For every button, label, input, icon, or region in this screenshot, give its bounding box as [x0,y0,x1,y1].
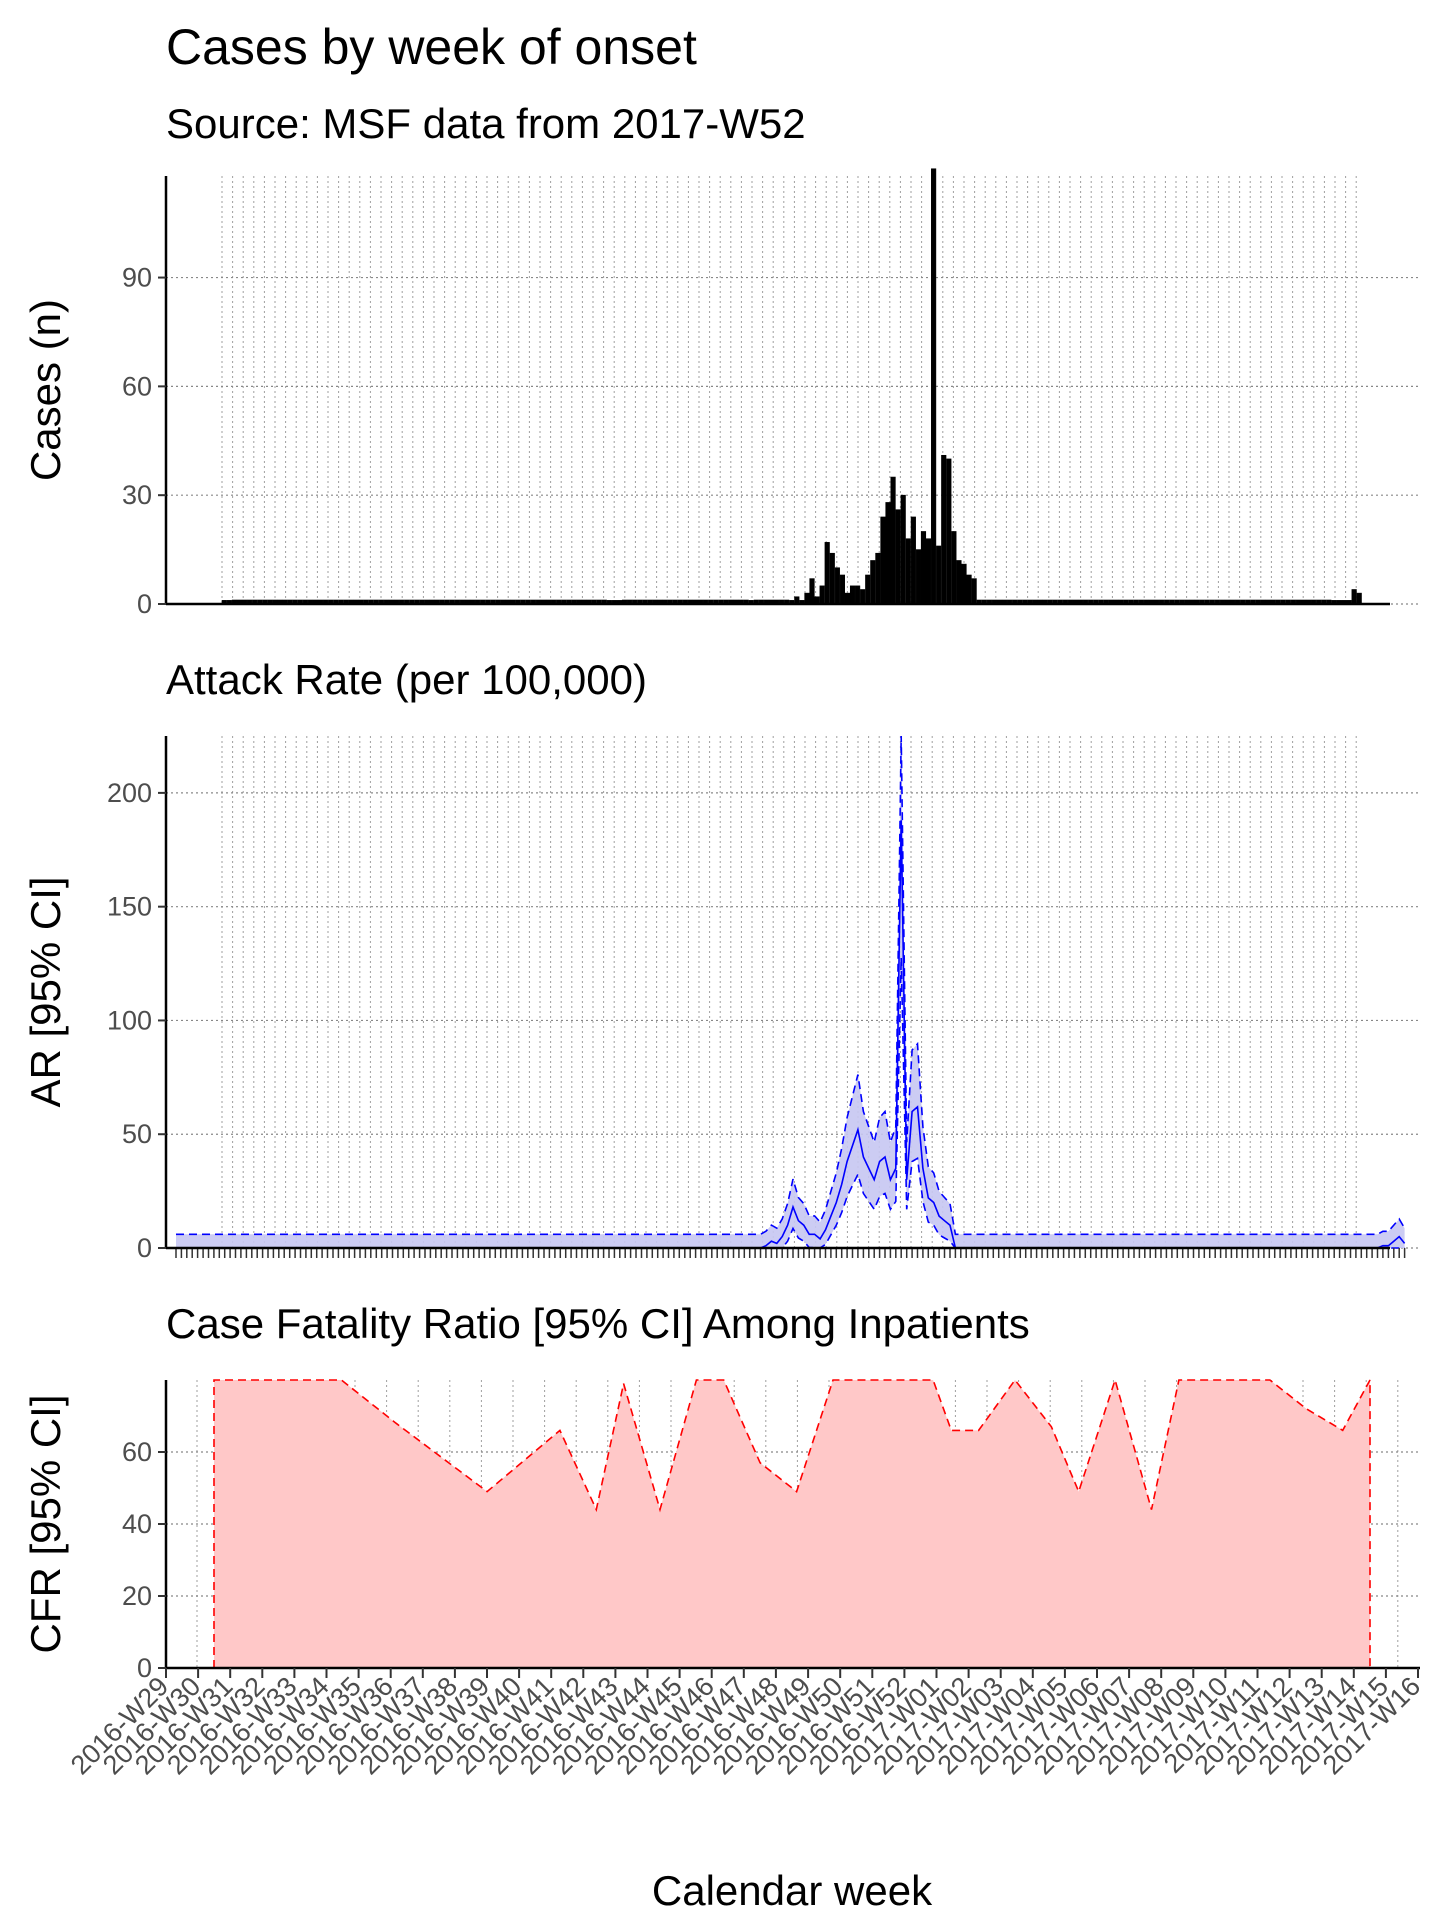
case-bar [824,542,830,605]
grid-lines [166,736,1418,1249]
case-bar [885,502,891,605]
case-bar [941,454,947,605]
case-bar [860,589,866,605]
y-tick-label: 0 [137,589,152,619]
case-bar [951,531,957,605]
y-tick-label: 100 [107,1005,152,1035]
attack-rate-title: Attack Rate (per 100,000) [166,656,647,703]
case-bar [905,538,911,605]
case-bar [920,531,927,605]
case-bar [844,592,851,605]
case-bar [931,168,937,605]
ar-line [176,820,1406,1249]
case-bar [819,585,825,605]
case-bar [809,578,815,605]
y-tick-label: 200 [107,778,152,808]
case-bar [1351,589,1357,605]
chart-subtitle: Source: MSF data from 2017-W52 [166,100,806,147]
cfr-upper-ci-line [213,1377,1371,1668]
case-bar [839,574,845,605]
case-bar [915,549,921,605]
y-tick-label: 0 [137,1233,152,1263]
case-bar [925,538,932,605]
case-bar [936,545,942,605]
y-axis-title: AR [95% CI] [22,876,69,1107]
chart-title: Cases by week of onset [166,19,697,75]
case-bar [855,585,861,605]
cfr-ci-band [214,1380,1370,1668]
grid-lines [166,176,1418,605]
x-axis-title: Calendar week [652,1867,933,1914]
case-bar [966,574,972,605]
y-tick-label: 20 [122,1581,152,1611]
case-bar [1356,592,1362,605]
y-tick-label: 150 [107,892,152,922]
cfr-title: Case Fatality Ratio [95% CI] Among Inpat… [166,1300,1030,1347]
case-bar [875,552,881,605]
case-bar [910,516,916,605]
case-bar [829,552,835,605]
case-bar [946,458,952,605]
case-bar [900,494,906,605]
y-tick-label: 50 [122,1119,152,1149]
y-tick-label: 60 [122,371,152,401]
case-bar [880,516,886,605]
y-tick-label: 30 [122,480,152,510]
case-bar [895,509,901,605]
y-tick-label: 0 [137,1653,152,1683]
y-axis-title: Cases (n) [22,299,69,481]
case-bar [865,574,871,605]
case-bar [961,563,967,605]
case-bar [804,592,810,605]
case-bar [849,585,856,605]
y-tick-label: 90 [122,263,152,293]
case-bar [834,567,840,605]
attack-rate-panel: 0 50 100 150 200 AR [95% CI] [22,735,1418,1263]
cases-panel: 0 30 60 90 Cases (n) [22,168,1418,619]
case-bar [890,476,896,605]
ar-upper-ci-line [176,735,1406,1236]
case-bar [870,560,876,605]
case-bar [956,560,962,605]
y-axis-title: CFR [95% CI] [22,1394,69,1653]
y-tick-label: 60 [122,1437,152,1467]
y-tick-label: 40 [122,1509,152,1539]
case-bar [971,578,977,605]
